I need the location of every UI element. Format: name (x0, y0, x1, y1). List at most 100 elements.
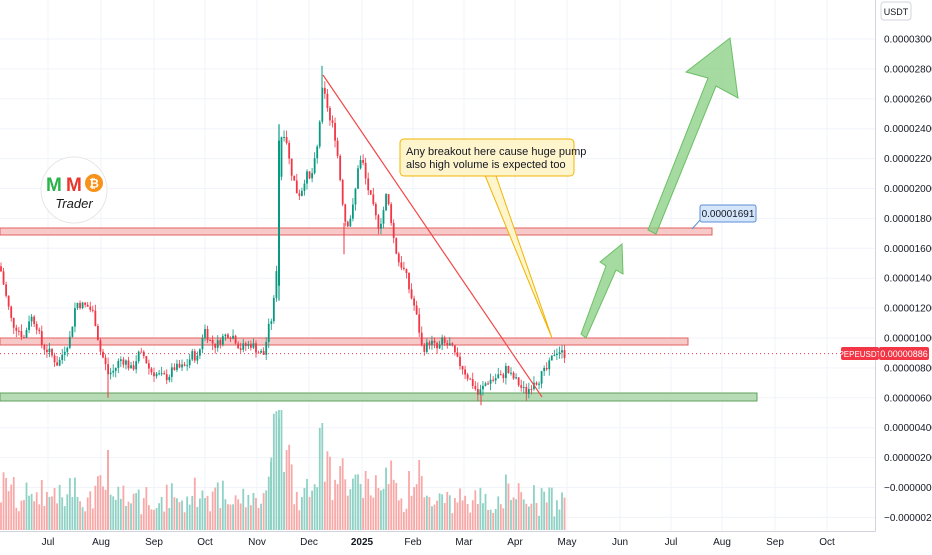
volume-bar (362, 498, 364, 530)
candle-body (181, 364, 183, 367)
volume-bar (105, 490, 107, 530)
lower-resistance-zone[interactable] (0, 338, 688, 345)
volume-bar (423, 497, 425, 530)
candle-body (245, 343, 247, 346)
descending-trendline[interactable] (323, 75, 542, 397)
candle-body (283, 137, 285, 138)
volume-bar (64, 506, 66, 530)
volume-bar (133, 494, 135, 530)
candle-body (79, 303, 81, 308)
volume-bar (357, 474, 359, 530)
volume-bar (518, 483, 520, 530)
volume-bar (436, 501, 438, 530)
volume-bar (497, 496, 499, 530)
volume-bar (559, 510, 561, 530)
candle-body (49, 349, 51, 353)
candle-body (130, 365, 132, 368)
volume-bar (0, 502, 2, 530)
logo-letter-m1: M (46, 175, 62, 196)
candle-body (33, 317, 35, 324)
x-tick-label: Apr (507, 537, 523, 548)
volume-bar (247, 495, 249, 530)
candle-body (459, 357, 461, 366)
candle-body (28, 321, 30, 330)
volume-bar (469, 513, 471, 530)
x-tick-label: Aug (713, 537, 731, 548)
volume-bar (174, 497, 176, 530)
candle-body (145, 356, 147, 363)
volume-bar (462, 500, 464, 530)
candle-body (541, 371, 543, 384)
candle-body (225, 335, 227, 337)
candle-body (367, 178, 369, 190)
volume-bar (411, 496, 413, 530)
volume-bar (288, 445, 290, 530)
volume-bar (426, 496, 428, 530)
candle-body (365, 163, 367, 179)
volume-bar (13, 477, 15, 530)
volume-bar (370, 495, 372, 530)
candle-body (166, 374, 168, 380)
volume-bar (245, 507, 247, 530)
volume-bar (217, 482, 219, 530)
volume-bar (378, 488, 380, 530)
volume-bar (219, 508, 221, 530)
candle-body (508, 366, 510, 373)
candle-body (395, 238, 397, 254)
volume-bar (41, 480, 43, 530)
target-price-label[interactable]: 0.00001691 (692, 205, 756, 229)
candle-body (153, 372, 155, 376)
symbol-price-badge[interactable]: PEPEUSDT 0.00000886 (838, 347, 929, 360)
candle-body (454, 346, 456, 353)
x-tick-label: Feb (404, 537, 422, 548)
volume-bar (316, 487, 318, 530)
volume-bar (128, 502, 130, 530)
volume-bar (388, 484, 390, 530)
volume-bar (360, 484, 362, 530)
volume-bar (306, 479, 308, 530)
volume-bar (270, 462, 272, 530)
x-tick-label: Dec (300, 537, 318, 548)
volume-bar (43, 506, 45, 530)
support-zone[interactable] (0, 393, 757, 401)
volume-bar (528, 507, 530, 530)
candle-body (561, 350, 563, 352)
volume-bar (319, 428, 321, 530)
x-tick-label: Nov (248, 537, 266, 548)
candle-body (199, 349, 201, 355)
small-up-arrow[interactable] (581, 244, 623, 338)
upper-resistance-zone[interactable] (0, 228, 712, 235)
annotation-callout[interactable]: Any breakout here cause huge pump also h… (400, 139, 586, 176)
candle-body (232, 336, 234, 339)
candle-body (306, 171, 308, 183)
candle-body (497, 374, 499, 378)
volume-bar (291, 464, 293, 530)
candle-body (543, 368, 545, 371)
candle-body (349, 219, 351, 227)
volume-bar (69, 478, 71, 530)
volume-bar (281, 410, 283, 530)
candle-body (265, 342, 267, 355)
y-tick-label: 0.00000400 (884, 423, 932, 434)
volume-bar (400, 498, 402, 530)
candle-body (184, 364, 186, 365)
candle-body (444, 337, 446, 343)
volume-bar (237, 499, 239, 530)
candle-body (260, 351, 262, 353)
candle-body (186, 365, 188, 366)
volume-bar (66, 494, 68, 530)
candle-body (375, 204, 377, 215)
volume-bar (334, 480, 336, 530)
candle-body (227, 335, 229, 338)
candle-body (342, 180, 344, 204)
candle-body (538, 384, 540, 385)
volume-bar (222, 481, 224, 530)
volume-bar (505, 474, 507, 530)
volume-bar (51, 496, 53, 530)
volume-bar (337, 484, 339, 530)
x-tick-label: Oct (819, 537, 835, 548)
svg-text:₿: ₿ (89, 177, 99, 191)
candle-body (474, 386, 476, 389)
